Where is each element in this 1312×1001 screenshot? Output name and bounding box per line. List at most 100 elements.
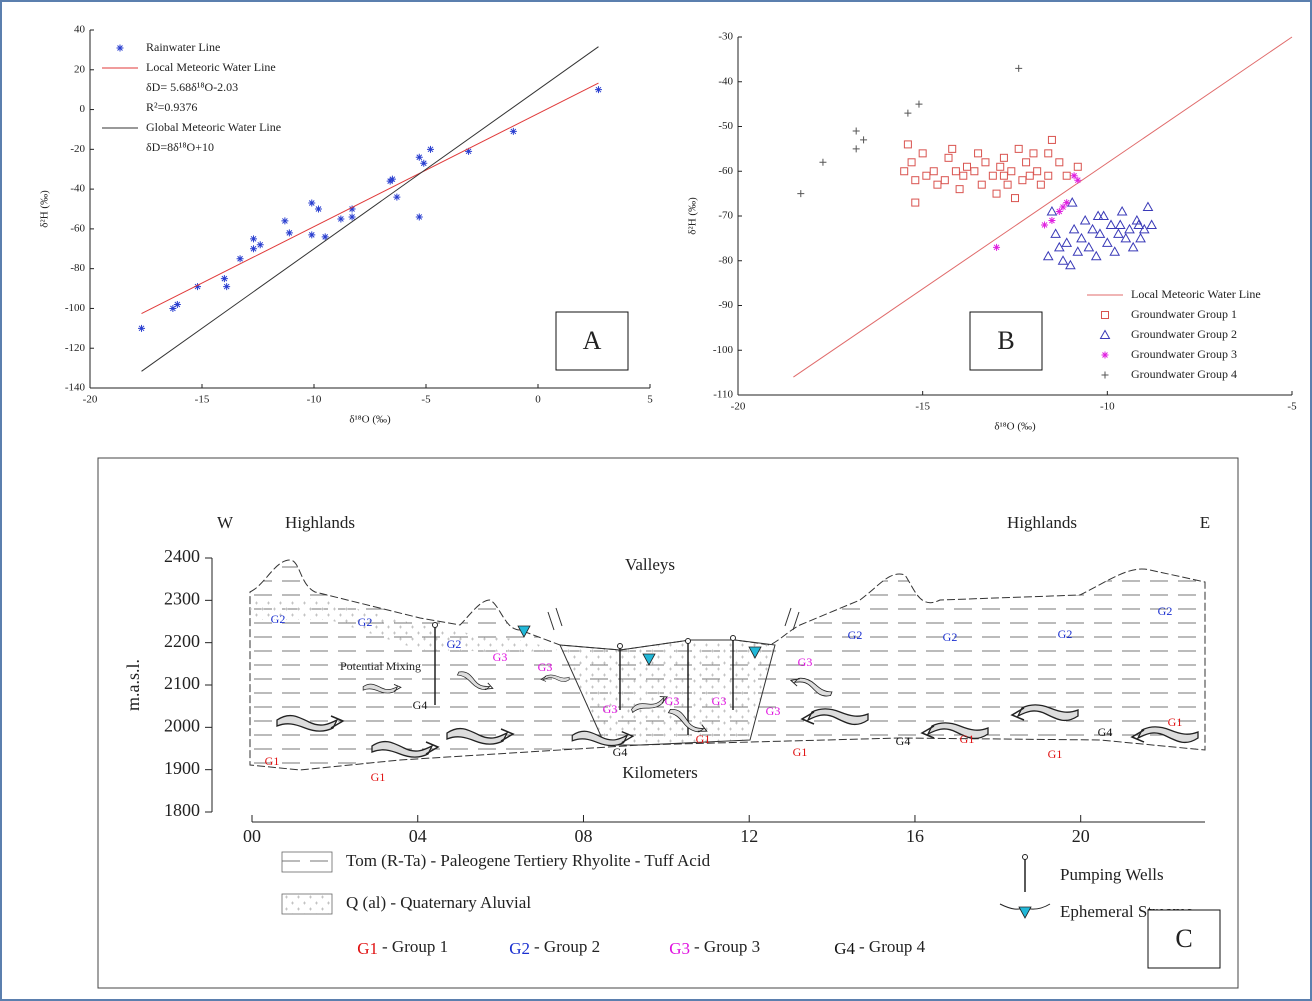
x-tick-label: -15 xyxy=(195,394,210,406)
group-label: G4 xyxy=(896,734,911,748)
y-tick-label: -100 xyxy=(65,302,86,314)
point xyxy=(911,198,920,207)
point xyxy=(415,153,423,161)
point xyxy=(962,162,971,171)
group-label: G2 xyxy=(447,637,462,651)
legend-swatch xyxy=(1101,371,1109,379)
legend-label: Local Meteoric Water Line xyxy=(1131,287,1261,301)
point xyxy=(348,205,356,213)
point xyxy=(285,229,293,237)
point xyxy=(922,171,931,180)
group-label: G4 xyxy=(413,698,428,712)
y-tick-label: 2100 xyxy=(164,673,200,693)
group-label: G3 xyxy=(798,655,813,669)
legend-label: Groundwater Group 2 xyxy=(1131,327,1237,341)
point xyxy=(1050,228,1061,238)
point xyxy=(911,176,920,185)
point xyxy=(819,158,827,166)
point xyxy=(223,283,231,291)
point xyxy=(955,185,964,194)
point xyxy=(1094,228,1106,238)
x-tick-label: -15 xyxy=(915,401,930,413)
point xyxy=(509,127,517,135)
point xyxy=(1068,223,1080,234)
diagram-label: Highlands xyxy=(285,513,355,532)
point xyxy=(1087,223,1098,234)
x-tick-label: 16 xyxy=(906,826,924,846)
group-label: G2 xyxy=(271,612,286,626)
legend-swatch xyxy=(1018,906,1032,919)
point xyxy=(1079,214,1091,225)
legend-label: Tom (R-Ta) - Paleogene Tertiery Rhyolite… xyxy=(346,851,711,870)
point xyxy=(1007,167,1016,176)
point xyxy=(1041,221,1049,229)
point xyxy=(393,193,401,201)
point xyxy=(256,241,264,249)
point xyxy=(1098,210,1109,220)
y-tick-label: -30 xyxy=(718,31,733,43)
legend-swatch xyxy=(116,44,124,52)
annotation: Potential Mixing xyxy=(340,659,421,673)
point xyxy=(1065,259,1076,270)
point xyxy=(970,167,979,176)
point xyxy=(944,153,953,162)
y-tick-label: 2200 xyxy=(164,631,200,651)
x-tick-label: -5 xyxy=(421,394,431,406)
point xyxy=(1109,246,1121,256)
panel-box xyxy=(1147,909,1221,969)
group-label: G4 xyxy=(1098,725,1113,739)
x-axis-label: δ¹⁸O (‰) xyxy=(349,414,391,426)
point xyxy=(308,199,316,207)
diagram-label: E xyxy=(1200,513,1210,532)
point xyxy=(415,213,423,221)
point xyxy=(1046,206,1058,216)
legend-label: Rainwater Line xyxy=(146,40,220,54)
y-tick-label: -70 xyxy=(718,210,733,222)
point xyxy=(250,235,258,243)
panel-label: B xyxy=(997,326,1014,355)
point xyxy=(1120,232,1132,243)
y-tick-label: -40 xyxy=(718,75,733,87)
legend-code: G2 xyxy=(509,939,530,958)
point xyxy=(900,167,909,176)
y-tick-label: -100 xyxy=(713,344,734,356)
point xyxy=(594,86,602,94)
y-tick-label: -60 xyxy=(70,222,85,234)
y-tick-label: -80 xyxy=(70,262,85,274)
x-tick-label: 12 xyxy=(740,826,758,846)
point xyxy=(1135,232,1146,243)
point xyxy=(1072,246,1084,256)
point xyxy=(1070,172,1078,180)
legend-label: Pumping Wells xyxy=(1060,865,1164,884)
point xyxy=(1101,237,1113,247)
point xyxy=(1090,250,1102,261)
group-label: G2 xyxy=(943,630,958,644)
legend-label: Q (al) - Quaternary Aluvial xyxy=(346,893,531,912)
diagram-label: W xyxy=(217,513,234,532)
point xyxy=(236,255,244,263)
group-label: G1 xyxy=(696,732,711,746)
point xyxy=(1044,149,1053,158)
point xyxy=(1003,180,1012,189)
point xyxy=(1063,199,1071,207)
point xyxy=(996,162,1005,171)
group-label: G2 xyxy=(1058,627,1073,641)
legend-swatch xyxy=(1099,329,1111,339)
point xyxy=(918,149,927,158)
point xyxy=(348,213,356,221)
x-tick-label: -5 xyxy=(1287,401,1297,413)
point xyxy=(1074,176,1082,184)
x-tick-label: -20 xyxy=(731,401,746,413)
cross-section xyxy=(249,559,1206,771)
group-label: G1 xyxy=(793,745,808,759)
point xyxy=(1061,237,1073,247)
legend-swatch xyxy=(1101,311,1109,319)
legend-swatch xyxy=(281,851,333,873)
legend-swatch xyxy=(1022,854,1028,860)
y-tick-label: -60 xyxy=(718,165,733,177)
point xyxy=(426,145,434,153)
y-tick-label: 2300 xyxy=(164,588,200,608)
point xyxy=(993,243,1001,251)
